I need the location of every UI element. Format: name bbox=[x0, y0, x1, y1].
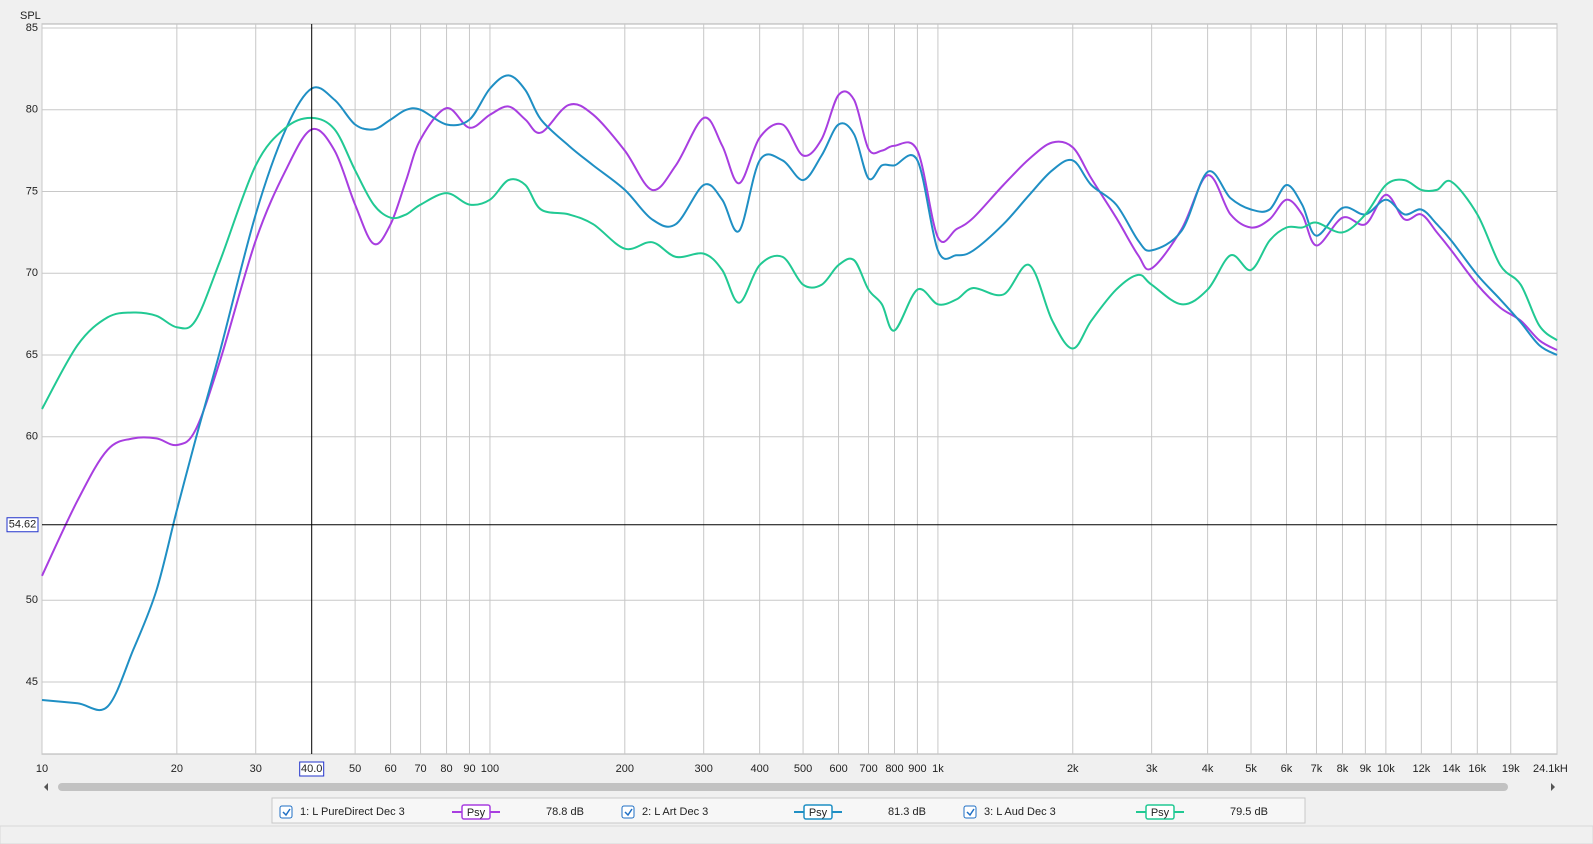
x-tick-label: 12k bbox=[1412, 763, 1430, 775]
legend-name[interactable]: 1: L PureDirect Dec 3 bbox=[300, 806, 405, 818]
legend-checkbox[interactable] bbox=[621, 805, 635, 819]
x-tick-label: 700 bbox=[859, 763, 877, 775]
legend-checkmark bbox=[282, 808, 291, 817]
x-tick-label: 24.1kH bbox=[1533, 763, 1568, 775]
x-tick-label: 600 bbox=[829, 763, 847, 775]
x-tick-label: 4k bbox=[1202, 763, 1214, 775]
y-tick-label: 60 bbox=[26, 431, 38, 443]
x-tick-label: 10 bbox=[36, 763, 48, 775]
legend-name[interactable]: 3: L Aud Dec 3 bbox=[984, 806, 1056, 818]
x-tick-label: 9k bbox=[1360, 763, 1372, 775]
series-line bbox=[41, 116, 1558, 410]
legend: 1: L PureDirect Dec 3 Psy 78.8 dB 2: L Art … bbox=[279, 804, 1268, 820]
axis-labels: 45 50 60 65 70 75 80 85 10 20 30 50 60 70 80 90 100 200 30… bbox=[26, 22, 1568, 775]
legend-smoothing: Psy bbox=[1151, 807, 1170, 819]
x-tick-label: 80 bbox=[440, 763, 452, 775]
legend-readout: 78.8 dB bbox=[546, 806, 584, 818]
x-tick-label: 70 bbox=[414, 763, 426, 775]
x-tick-label: 3k bbox=[1146, 763, 1158, 775]
legend-bar bbox=[271, 797, 1306, 824]
y-tick-label: 75 bbox=[26, 185, 38, 197]
cursor-x-box bbox=[299, 761, 325, 777]
x-tick-label: 6k bbox=[1281, 763, 1293, 775]
cursor: 40.0 54.62 bbox=[6, 24, 1557, 777]
cursor-y-box bbox=[6, 517, 39, 533]
x-tick-label: 16k bbox=[1468, 763, 1486, 775]
scroll-right-arrow[interactable] bbox=[1551, 783, 1555, 791]
x-tick-label: 2k bbox=[1067, 763, 1079, 775]
x-tick-label: 200 bbox=[616, 763, 634, 775]
legend-checkmark bbox=[966, 808, 975, 817]
legend-checkbox[interactable] bbox=[279, 805, 293, 819]
y-tick-label: 80 bbox=[26, 104, 38, 116]
legend-smoothing-box[interactable] bbox=[461, 804, 491, 820]
cursor-x-label: 40.0 bbox=[301, 763, 322, 775]
series-line bbox=[41, 90, 1558, 577]
scroll-left-arrow[interactable] bbox=[44, 783, 48, 791]
x-tick-label: 60 bbox=[384, 763, 396, 775]
legend-checkbox[interactable] bbox=[963, 805, 977, 819]
legend-readout: 81.3 dB bbox=[888, 806, 926, 818]
x-tick-label: 400 bbox=[750, 763, 768, 775]
x-tick-label: 19k bbox=[1502, 763, 1520, 775]
legend-smoothing-box[interactable] bbox=[803, 804, 833, 820]
series-line bbox=[41, 74, 1558, 712]
x-tick-label: 300 bbox=[695, 763, 713, 775]
series-lines bbox=[41, 74, 1558, 712]
x-tick-label: 20 bbox=[171, 763, 183, 775]
y-tick-label: 45 bbox=[26, 676, 38, 688]
legend-checkmark bbox=[624, 808, 633, 817]
x-tick-label: 30 bbox=[250, 763, 262, 775]
legend-smoothing: Psy bbox=[809, 807, 828, 819]
x-tick-label: 900 bbox=[908, 763, 926, 775]
y-axis-label: SPL bbox=[20, 10, 41, 22]
x-tick-label: 100 bbox=[481, 763, 499, 775]
cursor-y-label: 54.62 bbox=[9, 519, 37, 531]
legend-name[interactable]: 2: L Art Dec 3 bbox=[642, 806, 708, 818]
y-tick-label: 65 bbox=[26, 349, 38, 361]
x-tick-label: 7k bbox=[1311, 763, 1323, 775]
scrollbar-thumb[interactable] bbox=[58, 783, 1508, 791]
x-tick-label: 800 bbox=[885, 763, 903, 775]
x-tick-label: 8k bbox=[1337, 763, 1349, 775]
legend-smoothing: Psy bbox=[467, 807, 486, 819]
x-tick-label: 1k bbox=[932, 763, 944, 775]
y-tick-label: 50 bbox=[26, 594, 38, 606]
x-tick-label: 90 bbox=[463, 763, 475, 775]
legend-smoothing-box[interactable] bbox=[1145, 804, 1175, 820]
y-tick-label: 70 bbox=[26, 267, 38, 279]
plot-area bbox=[41, 23, 1558, 755]
y-tick-label: 85 bbox=[26, 22, 38, 34]
status-strip bbox=[0, 825, 1593, 844]
x-tick-label: 14k bbox=[1442, 763, 1460, 775]
grid bbox=[41, 24, 1558, 754]
legend-readout: 79.5 dB bbox=[1230, 806, 1268, 818]
x-tick-label: 5k bbox=[1245, 763, 1257, 775]
x-tick-label: 500 bbox=[794, 763, 812, 775]
x-tick-label: 10k bbox=[1377, 763, 1395, 775]
x-tick-label: 50 bbox=[349, 763, 361, 775]
